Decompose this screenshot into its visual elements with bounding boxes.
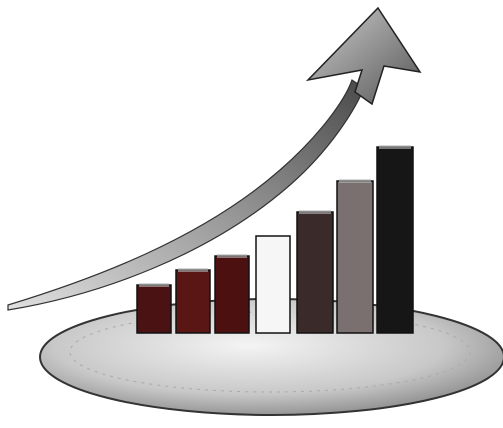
bar-top — [178, 268, 208, 272]
bar — [214, 255, 250, 334]
arrow-head — [305, 6, 422, 106]
bars — [136, 146, 414, 334]
bar-top — [379, 145, 411, 149]
bar — [376, 146, 414, 334]
bar-top — [339, 179, 371, 183]
bar-tops — [139, 145, 411, 287]
bar-top — [299, 210, 331, 214]
bar — [175, 269, 211, 334]
bar — [136, 284, 172, 334]
bar-top — [139, 283, 169, 287]
platform-texture — [69, 311, 471, 393]
bar — [296, 211, 334, 334]
bar — [336, 180, 374, 334]
bar-top — [217, 254, 247, 258]
bar — [255, 235, 291, 334]
